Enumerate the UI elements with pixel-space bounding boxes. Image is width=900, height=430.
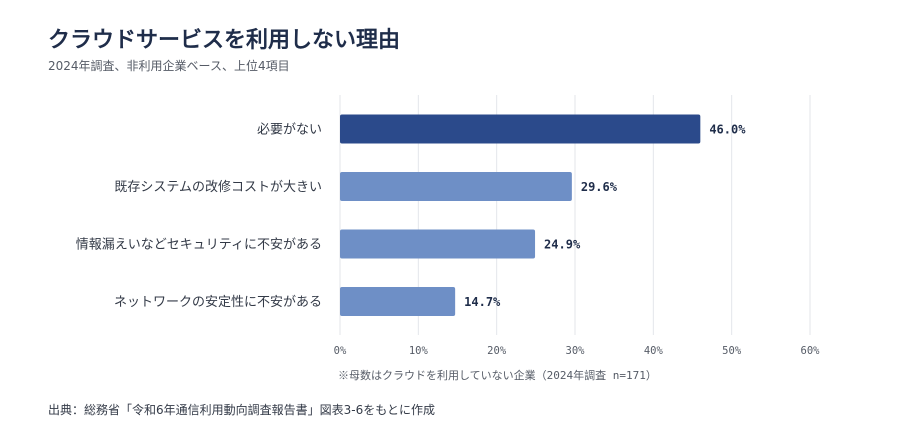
x-tick-label: 0%	[334, 345, 347, 357]
chart-title: クラウドサービスを利用しない理由	[48, 28, 401, 53]
category-label: ネットワークの安定性に不安がある	[114, 295, 322, 310]
bar	[340, 229, 536, 259]
data-label: 29.6%	[581, 180, 618, 194]
category-label: 既存システムの改修コストが大きい	[114, 180, 322, 195]
category-labels: 必要がない既存システムの改修コストが大きい情報漏えいなどセキュリティに不安がある…	[76, 123, 322, 311]
data-label: 46.0%	[709, 123, 746, 137]
value-labels: 46.0% 29.6% 24.9% 14.7%	[464, 123, 746, 310]
data-label: 14.7%	[464, 295, 501, 309]
x-tick-labels: 0% 10% 20% 30% 40% 50% 60%	[334, 345, 820, 357]
x-tick-label: 60%	[801, 345, 821, 357]
data-label: 24.9%	[544, 238, 581, 252]
sample-size-note: ※母数はクラウドを利用していない企業（2024年調査 n=171）	[338, 369, 657, 382]
x-tick-label: 40%	[644, 345, 664, 357]
bars	[340, 114, 701, 316]
x-tick-label: 30%	[566, 345, 586, 357]
category-label: 情報漏えいなどセキュリティに不安がある	[76, 237, 322, 253]
chart-subtitle: 2024年調査、非利用企業ベース、上位4項目	[48, 59, 290, 73]
x-tick-label: 10%	[409, 345, 429, 357]
category-label: 必要がない	[257, 123, 322, 138]
x-tick-label: 50%	[722, 345, 742, 357]
x-tick-label: 20%	[487, 345, 507, 357]
bar	[340, 114, 701, 144]
bar	[340, 287, 456, 316]
bar	[340, 172, 572, 201]
source-note: 出典：総務省「令和6年通信利用動向調査報告書」図表3-6をもとに作成	[48, 403, 435, 417]
